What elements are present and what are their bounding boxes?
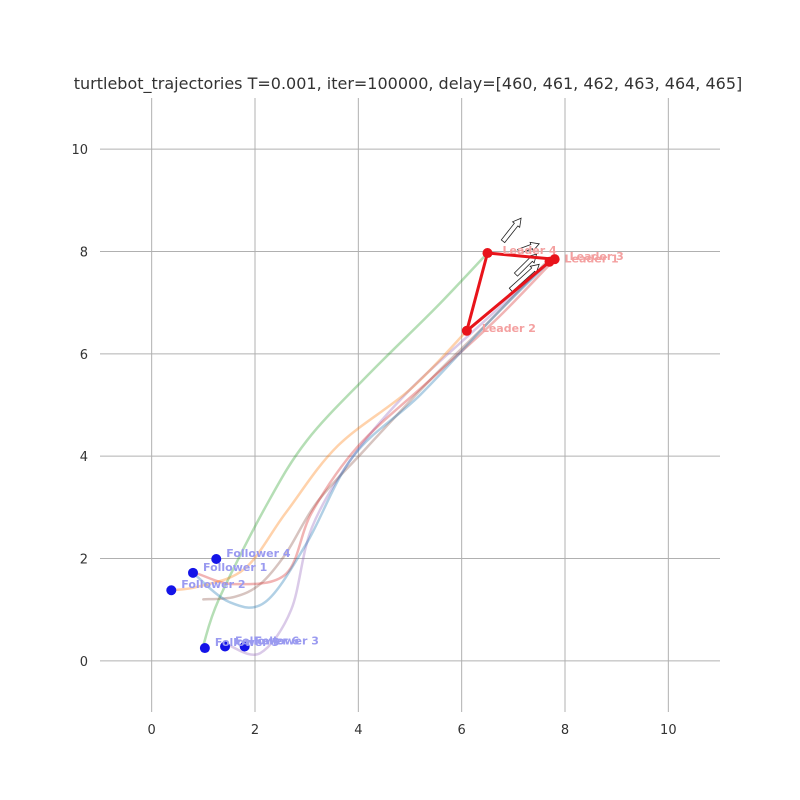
leader-label: Leader 4 xyxy=(503,244,557,257)
y-tick-label: 6 xyxy=(80,348,88,363)
heading-arrows xyxy=(500,217,540,293)
heading-arrow xyxy=(517,241,540,255)
y-tick-label: 2 xyxy=(80,553,88,568)
trajectory-line xyxy=(202,251,489,647)
y-tick-label: 0 xyxy=(80,655,88,670)
follower-label: Follower 5 xyxy=(215,636,279,649)
trajectory-line xyxy=(191,260,551,609)
chart-title: turtlebot_trajectories T=0.001, iter=100… xyxy=(74,74,743,94)
leader-label: Leader 2 xyxy=(482,322,536,335)
leader-point xyxy=(461,325,472,336)
trajectories xyxy=(170,251,556,656)
x-tick-label: 2 xyxy=(251,723,259,738)
leader-point xyxy=(482,248,493,259)
follower-label: Follower 4 xyxy=(226,547,291,560)
trajectory-line xyxy=(170,329,469,592)
x-tick-label: 6 xyxy=(458,723,466,738)
heading-arrow xyxy=(508,263,540,293)
heading-arrow xyxy=(500,217,522,244)
leader-formation-edge xyxy=(465,251,557,333)
follower-label: Follower 3 xyxy=(255,635,319,648)
follower-label: Follower 6 xyxy=(235,635,300,648)
follower-point xyxy=(188,567,198,578)
x-tick-label: 10 xyxy=(660,723,677,738)
y-tick-label: 4 xyxy=(80,450,88,465)
y-tick-label: 10 xyxy=(71,143,88,158)
leader-formation xyxy=(465,251,557,333)
agent-labels: Leader 1 Leader 2 Leader 3 Leader 4 Follower… xyxy=(181,244,624,649)
follower-label: Follower 2 xyxy=(181,578,245,591)
trajectory-line xyxy=(227,260,551,656)
follower-label: Follower 1 xyxy=(203,561,267,574)
leader-point xyxy=(549,254,560,265)
follower-point xyxy=(166,585,177,596)
follower-point xyxy=(199,643,210,654)
grid xyxy=(100,98,720,712)
x-tick-label: 8 xyxy=(561,723,569,738)
follower-point xyxy=(239,641,250,652)
leader-label: Leader 1 xyxy=(565,253,619,266)
x-tick-label: 0 xyxy=(148,723,156,738)
leader-label: Leader 3 xyxy=(570,250,624,263)
heading-arrow xyxy=(513,253,538,277)
agent-points xyxy=(166,248,560,654)
follower-point xyxy=(220,641,231,652)
y-tick-label: 8 xyxy=(80,246,88,261)
follower-point xyxy=(211,554,222,565)
tick-labels: 0 2 4 6 8 10 0 2 4 6 8 10 xyxy=(71,143,676,738)
trajectory-line xyxy=(196,257,556,586)
trajectory-line xyxy=(202,263,546,601)
x-tick-label: 4 xyxy=(354,723,362,738)
